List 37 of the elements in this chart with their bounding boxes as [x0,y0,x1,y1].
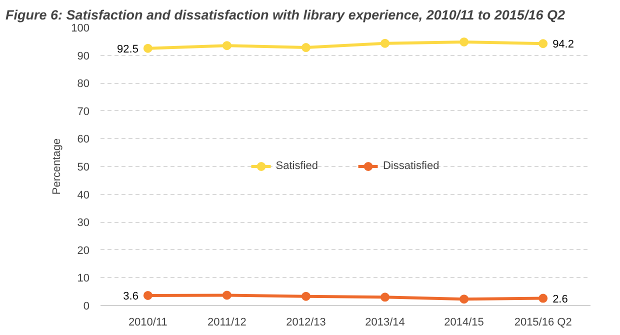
point [538,39,548,48]
y-tick-label: 80 [77,78,90,90]
x-tick-label: 2010/11 [128,316,168,328]
x-tick-label: 2011/12 [207,316,246,328]
y-tick-label: 90 [77,50,90,62]
x-tick-label: 2015/16 Q2 [514,316,572,328]
chart-title: Figure 6: Satisfaction and dissatisfaction with library experience, 2010/11 to 2015/16 Q2 [6,8,566,22]
point [301,292,310,301]
point [380,292,390,302]
point [222,290,232,300]
point [380,38,390,48]
point [538,294,548,303]
y-tick-label: 20 [77,244,90,257]
point [222,41,232,50]
point [143,44,152,53]
data-label: 3.6 [123,290,138,302]
legend-label: Dissatisfied [382,160,440,172]
point [143,291,152,300]
data-label: 2.6 [552,293,568,306]
y-axis-title: Percentage [51,138,64,195]
y-tick-label: 70 [77,106,90,118]
x-tick-label: 2014/15 [444,316,484,328]
y-tick-label: 60 [77,134,90,146]
x-tick-label: 2013/14 [365,316,405,328]
legend-label: Satisfied [276,160,318,172]
data-label: 94.2 [552,38,574,51]
y-tick-label: 100 [71,22,90,34]
y-tick-label: 40 [77,189,90,202]
point [460,294,469,304]
x-tick-label: 2012/13 [286,316,326,328]
y-tick-label: 50 [77,162,90,174]
data-label: 92.5 [117,43,138,56]
y-tick-label: 30 [77,217,90,230]
y-tick-label: 10 [77,272,90,285]
y-tick-label: 0 [83,300,90,312]
point [301,43,310,52]
point [460,37,469,46]
